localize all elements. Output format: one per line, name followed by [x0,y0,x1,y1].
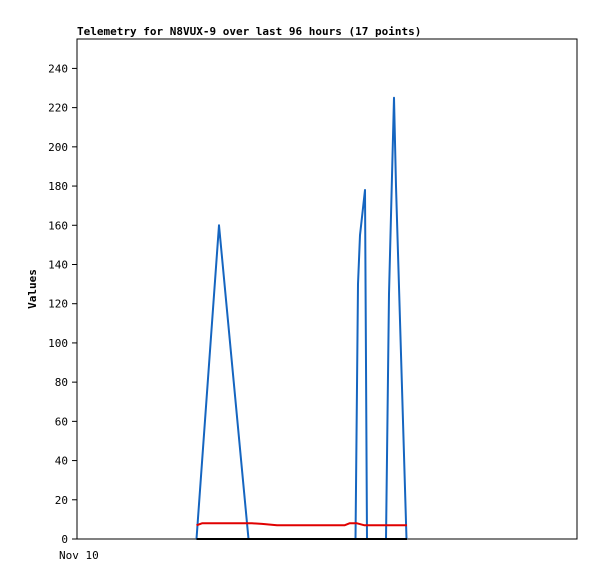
series-line-2 [196,522,407,527]
y-axis: 0 20 40 60 80 100 120 140 160 180 200 220 240 [48,62,77,546]
chart-title: Telemetry for N8VUX-9 over last 96 hours… [77,25,421,38]
series-line-1 [195,96,408,540]
series-layer [195,96,408,540]
x-axis: Nov 10 [59,549,99,562]
y-tick-label: 200 [48,141,68,154]
y-tick-label: 120 [48,298,68,311]
y-tick-label: 40 [55,455,68,468]
plot-area-frame [76,38,578,540]
y-axis-label: Values [26,269,39,309]
y-tick-label: 80 [55,376,68,389]
y-tick-label: 180 [48,180,68,193]
y-tick-label: 20 [55,494,68,507]
y-tick-label: 140 [48,258,68,271]
y-tick-label: 220 [48,102,68,115]
y-tick-label: 60 [55,415,68,428]
y-tick-label: 240 [48,62,68,75]
y-tick-label: 0 [61,533,68,546]
x-tick-label: Nov 10 [59,549,99,562]
y-tick-label: 160 [48,219,68,232]
y-tick-label: 100 [48,337,68,350]
